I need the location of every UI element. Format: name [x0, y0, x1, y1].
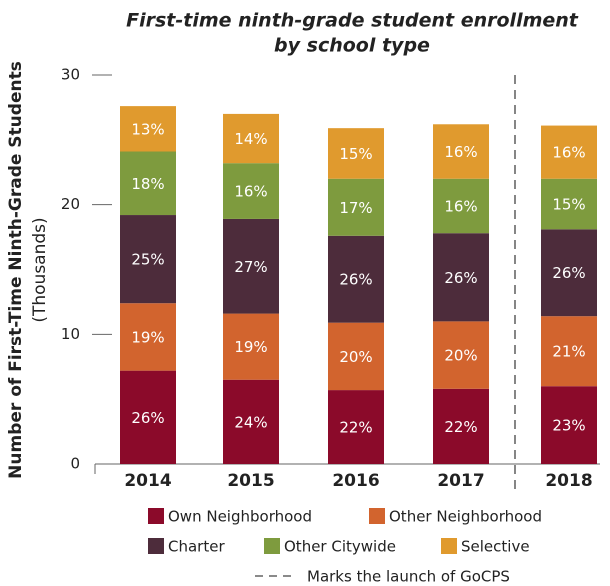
bar-segment — [223, 218, 279, 314]
seg-label: 26% — [131, 409, 164, 427]
bar-segment — [120, 151, 176, 216]
x-tick-label: 2017 — [437, 471, 484, 491]
legend-label: Selective — [461, 538, 530, 556]
bar-segment — [541, 229, 597, 317]
legend-label: Charter — [168, 538, 225, 556]
bar-segment — [120, 370, 176, 464]
seg-label: 23% — [552, 417, 585, 435]
bar-segment — [433, 124, 489, 179]
bar-segment — [223, 313, 279, 380]
bar-segment — [541, 125, 597, 179]
x-tick-label: 2014 — [124, 471, 171, 491]
seg-label: 21% — [552, 343, 585, 361]
chart-title: First-time ninth-grade student enrollmen… — [126, 10, 579, 32]
bar-segment — [328, 178, 384, 236]
annotation: Marks the launch of GoCPS — [307, 568, 510, 586]
bar-segment — [541, 386, 597, 464]
bar-segment — [433, 233, 489, 322]
seg-label: 18% — [131, 175, 164, 193]
seg-label: 17% — [339, 199, 372, 217]
seg-label: 22% — [444, 418, 477, 436]
legend-label: Other Citywide — [284, 538, 396, 556]
y-axis-label: Number of First-Time Ninth-Grade Student… — [6, 61, 26, 479]
bar-segment — [328, 128, 384, 179]
seg-label: 24% — [234, 413, 267, 431]
bar-segment — [120, 215, 176, 304]
seg-label: 19% — [131, 328, 164, 346]
seg-label: 22% — [339, 419, 372, 437]
chart-title: by school type — [274, 35, 430, 57]
y-tick-label: 10 — [61, 325, 80, 343]
seg-label: 20% — [444, 347, 477, 365]
seg-label: 14% — [234, 130, 267, 148]
seg-label: 15% — [552, 196, 585, 214]
seg-label: 25% — [131, 251, 164, 269]
seg-label: 16% — [234, 183, 267, 201]
x-tick-label: 2015 — [227, 471, 274, 491]
seg-label: 16% — [552, 144, 585, 162]
legend-swatch — [148, 538, 164, 554]
seg-label: 16% — [444, 143, 477, 161]
y-tick-label: 20 — [61, 195, 80, 213]
bar-segment — [223, 163, 279, 219]
bar-segment — [433, 321, 489, 389]
legend-swatch — [441, 538, 457, 554]
seg-label: 26% — [444, 269, 477, 287]
legend-label: Other Neighborhood — [389, 508, 542, 526]
bar-segment — [541, 178, 597, 230]
legend-swatch — [369, 508, 385, 524]
seg-label: 27% — [234, 258, 267, 276]
bar-segment — [328, 322, 384, 391]
x-tick-label: 2016 — [332, 471, 379, 491]
seg-label: 16% — [444, 197, 477, 215]
seg-label: 19% — [234, 338, 267, 356]
y-axis-label: (Thousands) — [30, 217, 50, 322]
bar-segment — [433, 178, 489, 234]
bar-segment — [120, 106, 176, 152]
seg-label: 15% — [339, 145, 372, 163]
seg-label: 26% — [552, 264, 585, 282]
y-tick-label: 30 — [61, 66, 80, 84]
legend-swatch — [264, 538, 280, 554]
bar-segment — [328, 390, 384, 464]
y-tick-label: 0 — [70, 455, 80, 473]
bar-segment — [223, 113, 279, 164]
legend-swatch — [148, 508, 164, 524]
seg-label: 20% — [339, 348, 372, 366]
x-tick-label: 2018 — [545, 471, 592, 491]
seg-label: 26% — [339, 271, 372, 289]
bar-segment — [328, 235, 384, 323]
bar-segment — [120, 303, 176, 371]
bar-segment — [433, 388, 489, 464]
legend-label: Own Neighborhood — [168, 508, 312, 526]
bar-segment — [223, 379, 279, 464]
bar-segment — [541, 316, 597, 387]
seg-label: 13% — [131, 120, 164, 138]
